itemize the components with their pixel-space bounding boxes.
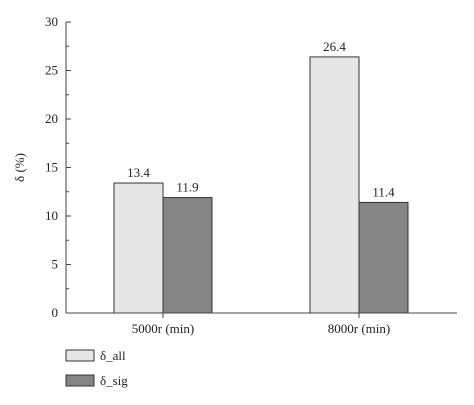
data-label: 26.4 — [323, 39, 346, 54]
y-tick-label: 5 — [52, 257, 59, 272]
bar-delta-all-2 — [309, 56, 360, 314]
data-label: 11.9 — [176, 180, 198, 195]
data-labels: 13.4 11.9 26.4 11.4 — [127, 39, 395, 200]
x-tick-label: 5000r (min) — [132, 321, 194, 336]
bar-delta-sig-1 — [162, 197, 213, 314]
y-axis-ticks: 0 5 10 15 20 25 30 — [45, 14, 71, 320]
legend-label-delta-sig: δ_sig — [100, 373, 128, 388]
y-axis-title: δ (%) — [12, 153, 27, 182]
x-axis-ticks: 5000r (min) 8000r (min) — [132, 313, 390, 336]
legend-label-delta-all: δ_all — [100, 348, 126, 363]
data-label: 11.4 — [372, 184, 395, 199]
y-tick-label: 20 — [45, 111, 58, 126]
x-tick-label: 8000r (min) — [328, 321, 390, 336]
bars — [113, 56, 409, 314]
y-tick-label: 15 — [45, 160, 58, 175]
y-tick-label: 0 — [52, 305, 59, 320]
bar-delta-sig-2 — [358, 201, 409, 314]
legend: δ_all δ_sig — [65, 348, 128, 388]
y-tick-label: 10 — [45, 208, 58, 223]
data-label: 13.4 — [127, 165, 150, 180]
y-tick-label: 30 — [45, 14, 58, 29]
legend-swatch-delta-sig — [65, 374, 95, 387]
y-tick-label: 25 — [45, 63, 58, 78]
bar-delta-all-1 — [113, 182, 164, 314]
legend-swatch-delta-all — [65, 349, 95, 362]
